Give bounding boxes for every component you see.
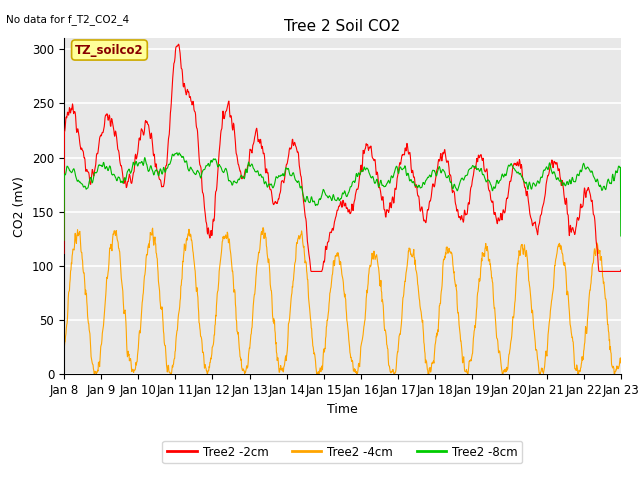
Tree2 -8cm: [246, 163, 254, 168]
Tree2 -8cm: [429, 168, 437, 173]
Tree2 -8cm: [60, 238, 68, 243]
Tree2 -8cm: [551, 171, 559, 177]
X-axis label: Time: Time: [327, 403, 358, 416]
Tree2 -4cm: [60, 353, 68, 359]
Line: Tree2 -8cm: Tree2 -8cm: [64, 153, 621, 240]
Title: Tree 2 Soil CO2: Tree 2 Soil CO2: [284, 20, 401, 35]
Tree2 -2cm: [502, 198, 510, 204]
Tree2 -2cm: [617, 267, 625, 273]
Line: Tree2 -2cm: Tree2 -2cm: [64, 44, 621, 271]
Line: Tree2 -4cm: Tree2 -4cm: [64, 228, 621, 374]
Tree2 -2cm: [60, 251, 68, 256]
Tree2 -2cm: [552, 159, 559, 165]
Tree2 -4cm: [259, 225, 267, 230]
Legend: Tree2 -2cm, Tree2 -4cm, Tree2 -8cm: Tree2 -2cm, Tree2 -4cm, Tree2 -8cm: [163, 441, 522, 463]
Y-axis label: CO2 (mV): CO2 (mV): [13, 176, 26, 237]
Tree2 -8cm: [170, 152, 178, 158]
Tree2 -2cm: [170, 60, 178, 65]
Tree2 -4cm: [617, 360, 625, 366]
Text: TZ_soilco2: TZ_soilco2: [75, 44, 144, 57]
Tree2 -2cm: [429, 182, 437, 188]
Tree2 -2cm: [307, 268, 315, 274]
Tree2 -4cm: [429, 358, 437, 364]
Tree2 -8cm: [617, 233, 625, 239]
Tree2 -4cm: [184, 231, 192, 237]
Tree2 -8cm: [502, 173, 509, 179]
Tree2 -8cm: [184, 167, 192, 172]
Text: No data for f_T2_CO2_4: No data for f_T2_CO2_4: [6, 14, 129, 25]
Tree2 -4cm: [171, 356, 179, 361]
Tree2 -4cm: [552, 259, 559, 264]
Tree2 -2cm: [246, 147, 254, 153]
Tree2 -2cm: [175, 41, 182, 47]
Tree2 -2cm: [184, 89, 192, 95]
Tree2 -4cm: [246, 337, 254, 343]
Tree2 -4cm: [90, 372, 98, 377]
Tree2 -4cm: [502, 369, 510, 374]
Tree2 -8cm: [173, 150, 181, 156]
